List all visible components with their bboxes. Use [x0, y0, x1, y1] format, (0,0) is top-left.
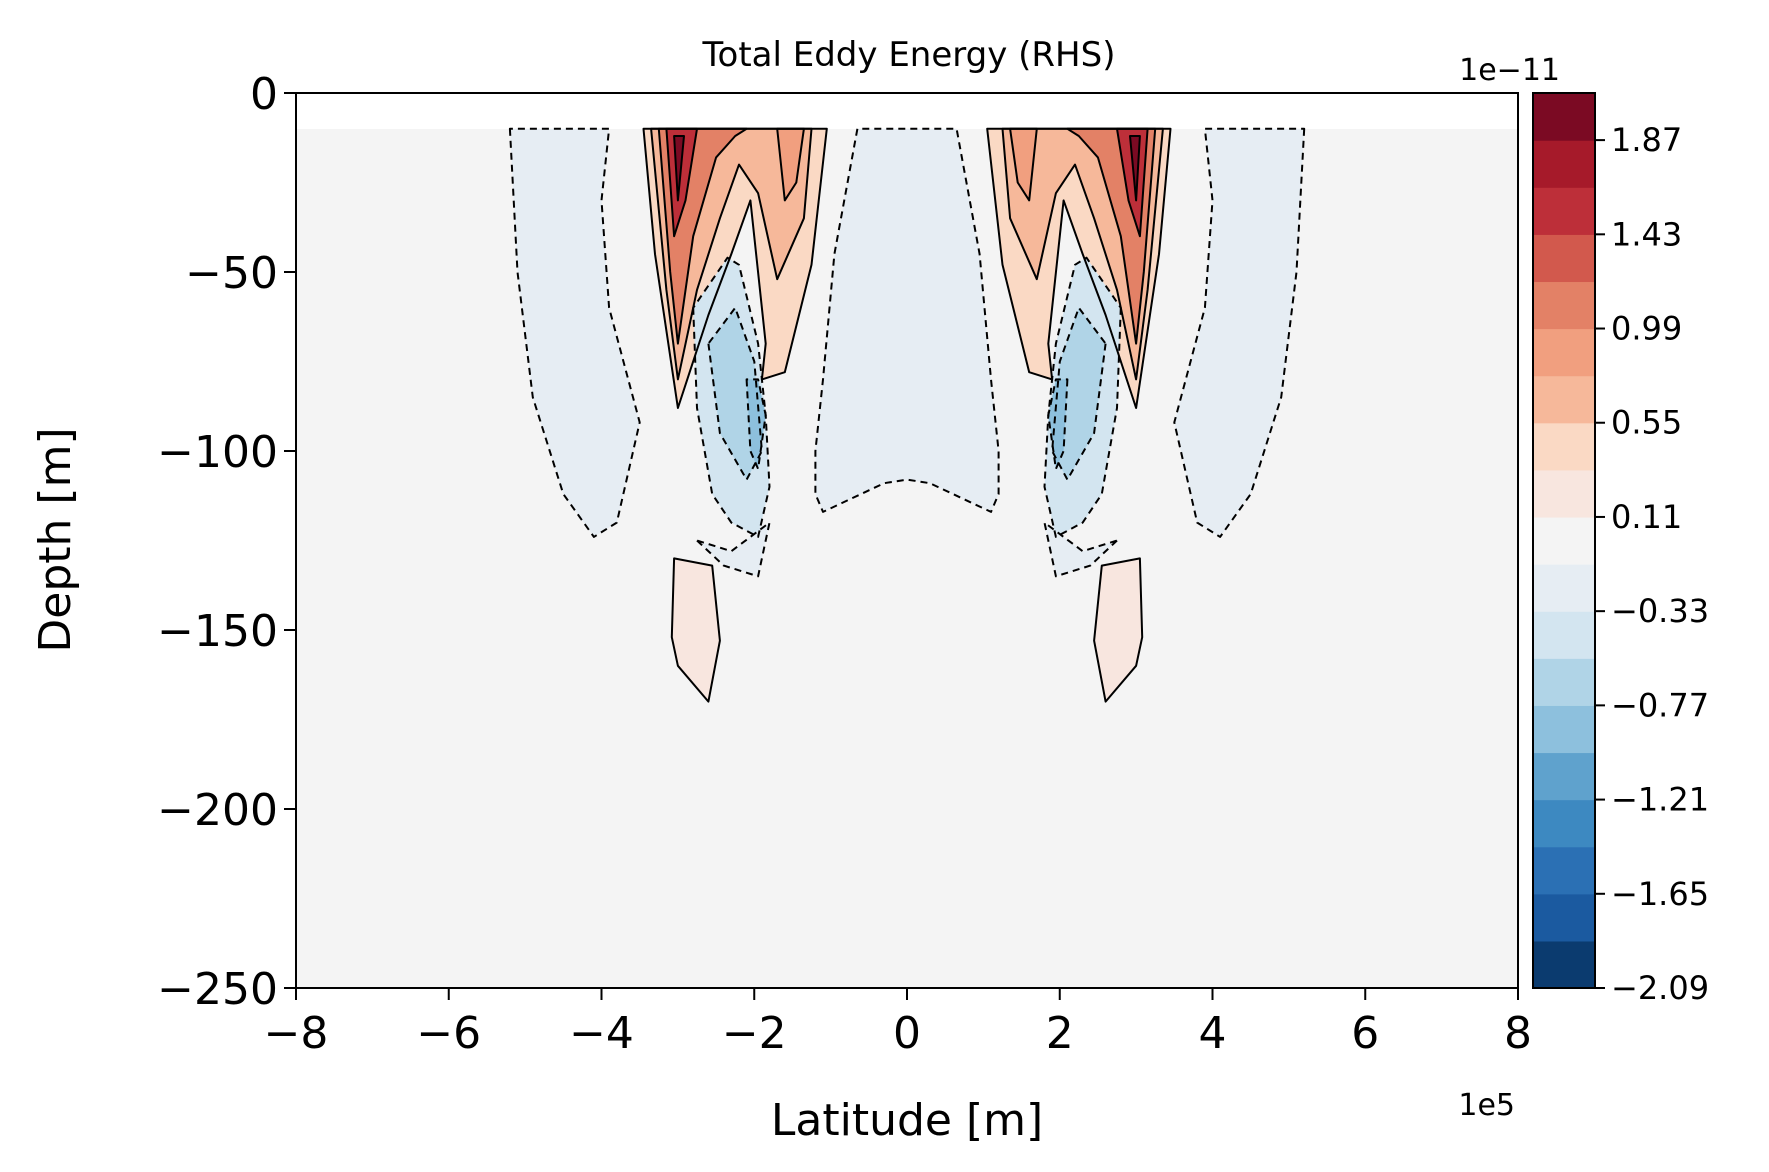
colorbar-frame: [1532, 92, 1596, 989]
contour-outer-negative-line-left: [508, 127, 641, 538]
contour-deep-positive-line-left: [670, 557, 721, 703]
colorbar-tick-label: −0.77: [1611, 686, 1709, 724]
contour-negative-lobe-line-left: [692, 256, 771, 538]
colorbar-tick-label: −1.65: [1611, 875, 1709, 913]
colorbar-swatch: [1533, 658, 1595, 706]
colorbar-tick-label: 1.43: [1611, 215, 1682, 253]
colorbar-swatch: [1533, 93, 1595, 141]
contour-outer-negative-line-right: [1173, 127, 1306, 538]
contour-positive-core-line-left: [665, 127, 698, 238]
y-axis: 0 −50 −100 −150 −200 −250: [157, 69, 296, 1015]
colorbar-swatch: [1533, 469, 1595, 518]
contour-negative-fringe-right: [1044, 522, 1117, 577]
contour-negative-core-line-right: [1047, 378, 1069, 470]
x-axis-label: Latitude [m]: [771, 1095, 1043, 1146]
colorbar-swatch: [1533, 375, 1595, 424]
colorbar-tick-label: −0.33: [1611, 592, 1709, 630]
colorbar-tick-label: 0.55: [1611, 404, 1682, 442]
contour-positive-mid-line-right: [1001, 127, 1164, 381]
colorbar-tick-label: 1.87: [1611, 121, 1682, 159]
y-tick-label: −50: [185, 248, 278, 299]
contour-positive-core-line-right: [1116, 127, 1149, 238]
contour-negative-core-line-left: [745, 378, 767, 470]
x-tick-label: 8: [1504, 1008, 1532, 1059]
colorbar-tick-label: 0.11: [1611, 498, 1682, 536]
y-tick-label: −200: [157, 785, 278, 836]
contour-negative-fringe-line-left: [696, 521, 771, 578]
y-tick-label: 0: [250, 69, 278, 120]
contour-negative-fringe-line-right: [1043, 521, 1118, 578]
contour-positive-lobe-line-right: [986, 127, 1172, 409]
contour-deep-positive-right: [1094, 558, 1143, 702]
x-tick-label: −8: [264, 1008, 329, 1059]
x-tick-label: 0: [893, 1008, 921, 1059]
x-tick-label: 2: [1046, 1008, 1074, 1059]
colorbar-swatch: [1533, 281, 1595, 330]
chart-title: Total Eddy Energy (RHS): [702, 35, 1116, 75]
x-tick-label: −4: [569, 1008, 634, 1059]
colorbar-tick-label: −1.21: [1611, 781, 1709, 819]
y-tick-label: −250: [157, 964, 278, 1015]
colorbar-swatch: [1533, 893, 1595, 942]
x-axis: −8 −6 −4 −2 0 2 4 6 8: [264, 988, 1532, 1059]
colorbar-swatch: [1533, 564, 1595, 612]
contour-negative-inner-left: [708, 307, 762, 480]
colorbar-scale-label: 1e−11: [1459, 53, 1560, 88]
contour-positive-side-line-left: [776, 127, 805, 202]
contour-outer-negative-right: [1174, 128, 1305, 537]
contour-positive-high-line-right: [1066, 127, 1157, 345]
colorbar-swatch: [1533, 846, 1595, 895]
contour-negative-lobe-line-right: [1043, 256, 1122, 538]
colorbar: 1.87 1.43 0.99 0.55 0.11 −0.33 −0.77 −1.21 −1.65…: [1532, 92, 1709, 1007]
colorbar-swatch: [1533, 752, 1595, 801]
colorbar-swatch: [1533, 516, 1595, 565]
colorbar-swatch: [1533, 611, 1595, 659]
contour-line-layer: [508, 127, 1306, 703]
colorbar-swatch: [1533, 799, 1595, 848]
contour-negative-inner-right: [1052, 307, 1106, 480]
colorbar-swatch: [1533, 234, 1595, 283]
x-scale-label: 1e5: [1458, 1088, 1515, 1123]
colorbar-swatch: [1533, 187, 1595, 235]
contour-positive-core-left: [666, 128, 697, 237]
colorbar-tick-label: −2.09: [1611, 969, 1709, 1007]
contour-negative-inner-line-right: [1051, 306, 1107, 481]
colorbar-swatch: [1533, 328, 1595, 377]
contour-negative-fringe-left: [697, 522, 770, 577]
contour-positive-lobe-line-left: [642, 127, 828, 409]
x-tick-label: 4: [1199, 1008, 1227, 1059]
contour-positive-side-line-right: [1009, 127, 1038, 202]
contour-fill-layer: [509, 128, 1305, 702]
contour-negative-inner-line-left: [707, 306, 763, 481]
contour-deep-positive-left: [671, 558, 720, 702]
y-tick-label: −100: [157, 427, 278, 478]
contour-deep-positive-line-right: [1093, 557, 1144, 703]
colorbar-tick-label: 0.99: [1611, 310, 1682, 348]
x-tick-label: 6: [1351, 1008, 1379, 1059]
contour-central-negative-line-left: [814, 127, 1000, 513]
colorbar-swatch: [1533, 140, 1595, 188]
contour-positive-peak-line-left: [673, 135, 685, 202]
x-tick-label: −2: [722, 1008, 787, 1059]
colorbar-swatch: [1533, 705, 1595, 754]
y-tick-label: −150: [157, 606, 278, 657]
surface-gap: [296, 93, 1518, 129]
y-axis-label: Depth [m]: [30, 427, 81, 652]
contour-central-negative-left: [815, 128, 999, 512]
colorbar-swatch: [1533, 422, 1595, 471]
contour-outer-negative-left: [509, 128, 640, 537]
contour-positive-peak-line-right: [1129, 135, 1141, 202]
x-tick-label: −6: [416, 1008, 481, 1059]
contour-positive-high-line-left: [657, 127, 748, 345]
contour-positive-core-right: [1117, 128, 1148, 237]
colorbar-swatch: [1533, 940, 1595, 989]
contour-positive-mid-line-left: [650, 127, 813, 381]
